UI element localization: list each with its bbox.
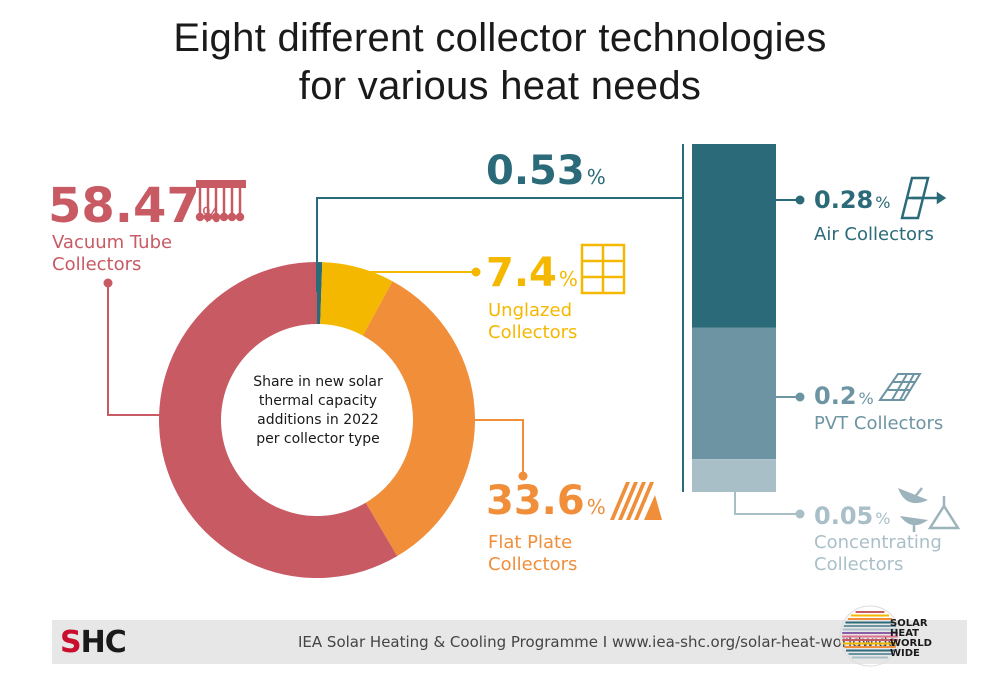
conc-connector-line <box>734 492 800 515</box>
air-value: 0.28% <box>814 186 891 214</box>
pvt-connector-dot <box>795 392 805 402</box>
solar-heat-worldwide-badge: SOLAR HEAT WORLD WIDE <box>890 618 932 659</box>
flat-label: Flat Plate Collectors <box>488 532 578 575</box>
shc-logo: SHC <box>60 625 127 660</box>
pvt-collector-icon <box>878 373 922 401</box>
title-line-1: Eight different collector technologies <box>173 16 827 60</box>
concentrating-collector-icon <box>898 487 961 532</box>
other-value: 0.53% <box>486 148 606 194</box>
donut-chart <box>159 262 476 578</box>
vacuum-tube-collector-icon <box>195 180 246 222</box>
flat-plate-collector-icon <box>610 482 662 520</box>
bar-segment-pvt <box>692 327 776 460</box>
unglazed-connector-dot <box>471 267 481 277</box>
vacuum-connector-dot <box>103 278 113 288</box>
unglazed-value: 7.4% <box>486 250 578 296</box>
conc-label: Concentrating Collectors <box>814 532 942 575</box>
air-collector-icon <box>900 176 947 220</box>
title-line-2: for various heat needs <box>298 64 702 108</box>
unglazed-label: Unglazed Collectors <box>488 300 578 343</box>
solar-heat-worldwide-badge-icon <box>839 605 901 667</box>
chart-title: Eight different collector technologies f… <box>0 14 1000 110</box>
donut-slice-other <box>317 262 323 325</box>
footer-bar <box>52 620 967 664</box>
conc-connector-dot <box>795 509 805 519</box>
pvt-value: 0.2% <box>814 382 874 410</box>
flat-value: 33.6% <box>486 478 606 524</box>
pvt-label: PVT Collectors <box>814 413 944 434</box>
donut-center-label: Share in new solar thermal capacity addi… <box>253 374 383 447</box>
donut-slice-vacuum <box>159 262 398 578</box>
unglazed-collector-icon <box>580 243 626 295</box>
flat-connector-dot <box>518 471 528 481</box>
donut-slice-unglazed <box>320 262 393 336</box>
flat-connector-line <box>472 419 524 476</box>
air-connector-dot <box>795 195 805 205</box>
bar-segment-conc <box>692 459 776 492</box>
air-label: Air Collectors <box>814 224 934 245</box>
vacuum-label: Vacuum Tube Collectors <box>52 232 173 275</box>
vacuum-value: 58.47% <box>48 178 221 234</box>
stacked-bar <box>692 144 776 492</box>
other-connector-line <box>316 197 683 292</box>
donut-slice-flat <box>362 281 476 557</box>
vacuum-connector-line <box>107 283 160 416</box>
footer-text: IEA Solar Heating & Cooling Programme I … <box>298 633 897 651</box>
bar-segment-air <box>692 144 776 328</box>
conc-value: 0.05% <box>814 502 891 530</box>
